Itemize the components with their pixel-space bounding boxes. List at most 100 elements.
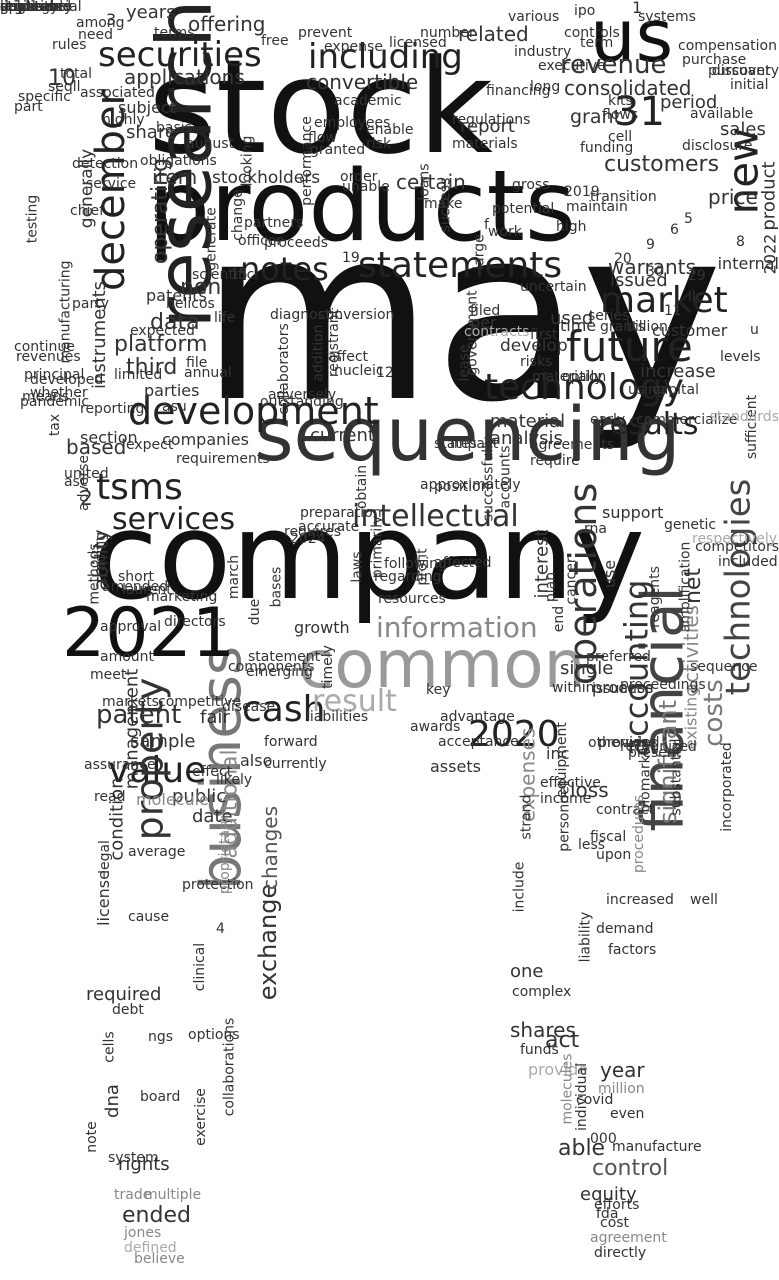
word-manufacture: manufacture bbox=[612, 1139, 702, 1155]
word-limited: limited bbox=[114, 367, 163, 383]
word-outstanding: outstanding bbox=[260, 394, 344, 410]
word-proceeds: proceeds bbox=[264, 235, 329, 251]
word-based: based bbox=[66, 435, 127, 459]
word-marketing: marketing bbox=[146, 589, 218, 605]
word-commercialize: commercialize bbox=[636, 412, 738, 428]
word-respectively: respectively bbox=[692, 531, 778, 547]
word-sequencing: sequencing bbox=[255, 392, 681, 478]
word-maintain: maintain bbox=[566, 199, 628, 215]
word-period: period bbox=[660, 92, 718, 113]
word-effect: effect bbox=[192, 764, 233, 780]
word-tax: tax bbox=[47, 413, 64, 437]
word-reporting: reporting bbox=[80, 401, 145, 417]
word-need: need bbox=[78, 27, 113, 43]
word-companies: companies bbox=[162, 430, 249, 449]
word-1: 1 bbox=[632, 0, 643, 17]
word-cells: cells bbox=[101, 1031, 118, 1063]
word-factors: factors bbox=[608, 942, 657, 958]
word-u: u bbox=[750, 322, 759, 338]
word-addition: addition bbox=[310, 324, 327, 382]
word-use: use bbox=[600, 559, 620, 589]
word-methods: methods bbox=[86, 543, 103, 605]
word-ipo: ipo bbox=[574, 3, 596, 19]
word-material: material bbox=[490, 411, 566, 432]
word-stockholders: stockholders bbox=[212, 168, 321, 188]
word-intellectual: intellectual bbox=[352, 499, 519, 534]
word-continue: continue bbox=[14, 339, 75, 355]
word-commercial: commercial bbox=[0, 0, 82, 15]
word-obtain: obtain bbox=[354, 464, 371, 510]
word-believe: believe bbox=[134, 1251, 185, 1267]
word-cost: cost bbox=[600, 1215, 630, 1231]
word-convertible: convertible bbox=[306, 70, 419, 94]
word-preparation: preparation bbox=[300, 505, 382, 521]
word-regarding: regarding bbox=[374, 569, 442, 585]
word-statement: statement bbox=[248, 649, 321, 665]
word-capital: capital bbox=[652, 382, 700, 398]
word-15: 15 bbox=[230, 267, 248, 283]
word-flow: flow bbox=[308, 130, 337, 146]
word-long: long bbox=[530, 79, 561, 95]
word-disease: disease bbox=[222, 699, 276, 715]
word-time: time bbox=[560, 316, 597, 335]
word-billion: billion bbox=[626, 319, 668, 335]
word-rules: rules bbox=[52, 37, 87, 53]
word-non: non bbox=[180, 275, 222, 300]
word-laurent: laurent bbox=[122, 582, 172, 598]
word-following: following bbox=[384, 556, 447, 572]
word-proceedings: proceedings bbox=[620, 677, 706, 693]
word-million: million bbox=[598, 1081, 645, 1097]
word-effective: effective bbox=[540, 775, 601, 791]
word-revenues: revenues bbox=[16, 349, 81, 365]
word-united: united bbox=[64, 466, 109, 482]
word-series: series bbox=[588, 308, 630, 324]
word-industry: industry bbox=[514, 44, 572, 60]
word-developed: developed bbox=[30, 372, 104, 388]
word-data: data bbox=[150, 310, 200, 335]
word-000: 000 bbox=[590, 1131, 617, 1147]
word-reagents: reagents bbox=[646, 566, 663, 628]
word-registered: registered bbox=[0, 0, 72, 15]
word-preferred: preferred bbox=[586, 649, 651, 665]
word-materials: materials bbox=[452, 136, 518, 152]
word-parties: parties bbox=[144, 381, 200, 400]
word-issued: issued bbox=[610, 270, 668, 291]
word-various: various bbox=[508, 9, 560, 25]
word-work: work bbox=[488, 224, 522, 240]
word-large: large bbox=[471, 234, 488, 270]
word-testing: testing bbox=[24, 194, 41, 244]
word-grants: grants bbox=[600, 319, 645, 335]
word-29: 29 bbox=[688, 268, 706, 284]
word-strategy: strategy bbox=[0, 0, 59, 15]
word-act: act bbox=[545, 1028, 580, 1053]
word-subject: subject bbox=[118, 98, 176, 117]
word-even: even bbox=[610, 1106, 645, 1122]
word-notes: notes bbox=[240, 250, 329, 288]
word-shares: shares bbox=[510, 1018, 576, 1042]
word-acid: acid bbox=[0, 0, 30, 15]
word-term: term bbox=[580, 35, 614, 51]
word-part: part bbox=[14, 99, 43, 115]
word-able: able bbox=[558, 1136, 606, 1161]
word-position: position bbox=[434, 479, 490, 495]
word-equity: equity bbox=[580, 1184, 637, 1205]
word-directors: directors bbox=[164, 614, 226, 630]
word-specific: specific bbox=[18, 89, 71, 105]
word-assurance: assurance bbox=[84, 757, 156, 773]
word-forward: forward bbox=[264, 734, 318, 750]
word-principal: principal bbox=[24, 367, 85, 383]
word-highly: highly bbox=[102, 112, 145, 128]
word-2021: 2021 bbox=[62, 594, 236, 673]
word-august: august bbox=[186, 136, 234, 152]
word-proprietary: proprietary bbox=[217, 815, 234, 895]
word-currently: currently bbox=[264, 756, 327, 772]
word-protection: protection bbox=[182, 877, 254, 893]
word-ngs: ngs bbox=[148, 1029, 174, 1045]
word-12: 12 bbox=[376, 365, 394, 381]
word-patent: patent bbox=[96, 700, 182, 730]
word-upon: upon bbox=[596, 847, 632, 863]
word-accurate: accurate bbox=[298, 519, 360, 535]
word-required: required bbox=[86, 984, 162, 1005]
word-future: future bbox=[566, 322, 693, 371]
word-us: us bbox=[590, 0, 674, 78]
